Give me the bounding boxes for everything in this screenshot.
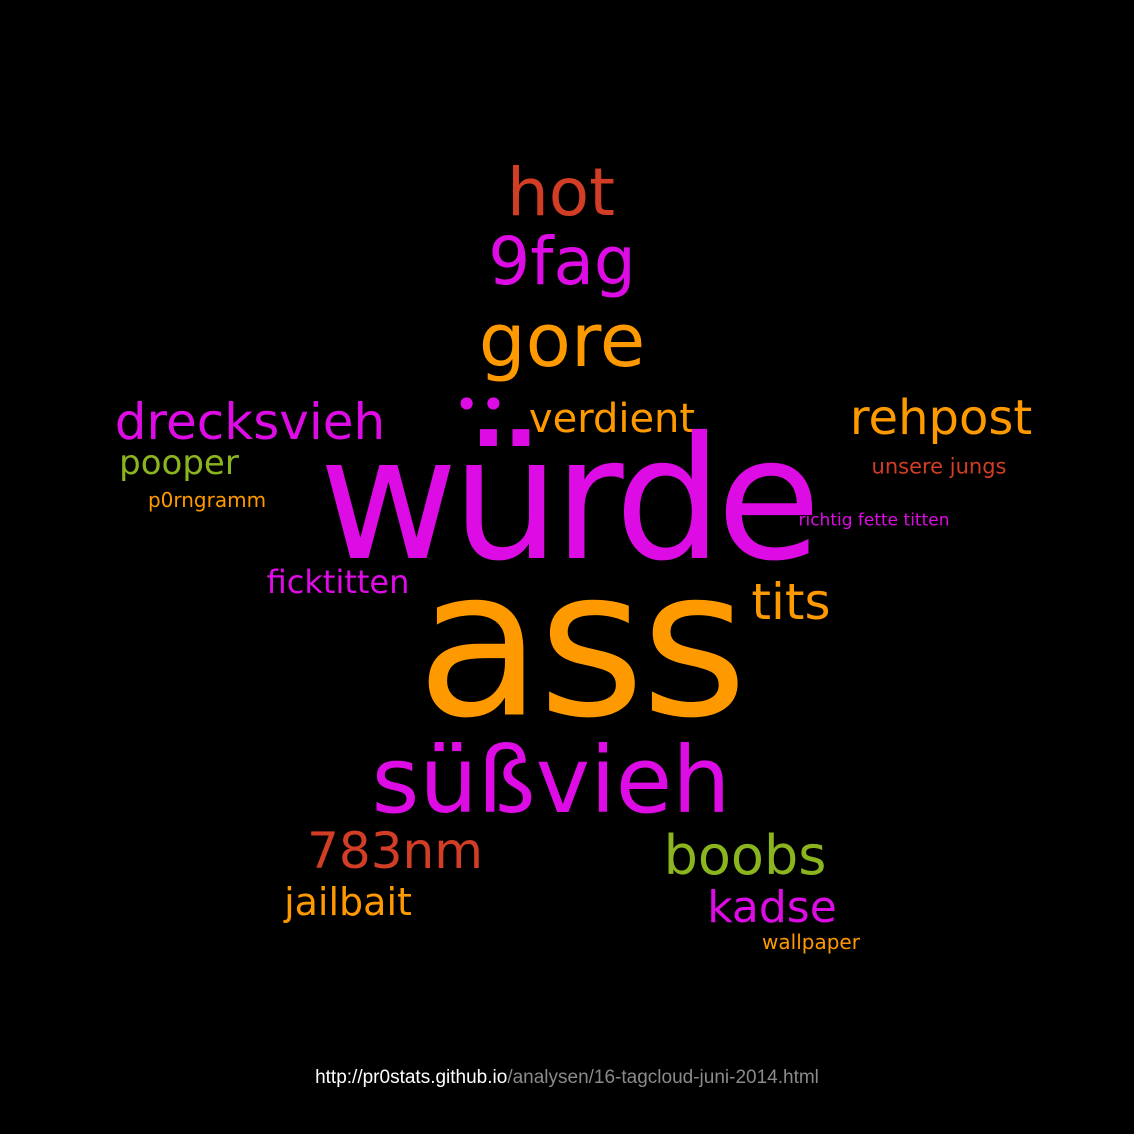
tag-unsere-jungs: unsere jungs (871, 454, 1007, 479)
source-url-host: http://pr0stats.github.io (315, 1067, 508, 1088)
tag-783nm: 783nm (307, 822, 483, 880)
tag-wallpaper: wallpaper (762, 930, 860, 954)
tag-wurde: würde (318, 401, 821, 599)
tag-susvieh: süßvieh (371, 727, 731, 834)
tag-drecksvieh: drecksvieh (114, 393, 386, 451)
tag-9fag: 9fag (488, 223, 636, 300)
tag-kadse: kadse (707, 882, 837, 933)
source-url-path: /analysen/16-tagcloud-juni-2014.html (507, 1067, 819, 1088)
tag-pooper: pooper (119, 443, 239, 483)
tag-jailbait: jailbait (284, 880, 412, 924)
tag-hot: hot (506, 154, 616, 231)
tag-richtig-fette-titten: richtig fette titten (798, 510, 950, 531)
tag-ficktitten: ficktitten (266, 563, 410, 601)
tag-ass: ass (416, 525, 747, 764)
source-url[interactable]: http://pr0stats.github.io/analysen/16-ta… (0, 1066, 1134, 1090)
tag-verdient: verdient (528, 396, 696, 442)
tag-dots: •• (454, 380, 508, 429)
tag-rehpost: rehpost (849, 390, 1033, 446)
tag-gore: gore (478, 298, 646, 384)
tag-p0rngramm: p0rngramm (147, 488, 267, 512)
tag-boobs: boobs (663, 824, 827, 887)
tag-tits: tits (751, 573, 831, 631)
